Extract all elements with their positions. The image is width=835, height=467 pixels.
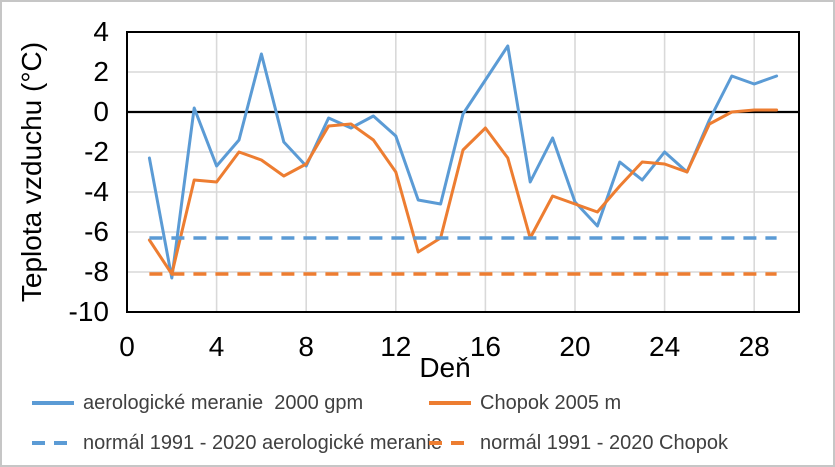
legend-item-aerologicke-meranie: aerologické meranie 2000 gpm	[32, 391, 363, 415]
legend-label: normál 1991 - 2020 Chopok	[480, 431, 728, 454]
y-tick-label: -4	[84, 176, 109, 207]
x-tick-label: 4	[208, 331, 225, 362]
y-tick-label: 2	[93, 56, 109, 87]
x-tick-label: 16	[469, 331, 501, 362]
legend-line-swatch-solid-blue	[32, 401, 74, 405]
legend-label: Chopok 2005 m	[480, 391, 622, 414]
series-line	[147, 108, 779, 276]
y-axis-title: Teplota vzduchu (°C)	[16, 41, 47, 303]
legend-item-chopok: Chopok 2005 m	[429, 391, 621, 415]
x-tick-label: 0	[119, 331, 135, 362]
legend-line-swatch-dashed-blue	[32, 441, 74, 445]
y-tick-label: 0	[93, 96, 109, 127]
legend-line-swatch-solid-orange	[429, 401, 471, 405]
x-tick-label: 24	[649, 331, 681, 362]
y-tick-label: -2	[84, 136, 109, 167]
x-tick-label: 8	[298, 331, 314, 362]
y-tick-label: 4	[93, 16, 109, 47]
x-tick-label: 28	[738, 331, 770, 362]
x-tick-label: 20	[559, 331, 591, 362]
series-line	[147, 44, 779, 280]
legend-line-swatch-dashed-orange	[429, 441, 471, 445]
legend-label: normál 1991 - 2020 aerologické meranie	[83, 431, 443, 454]
legend-item-normal-chopok: normál 1991 - 2020 Chopok	[429, 431, 728, 455]
x-axis-title: Deň	[419, 352, 471, 383]
plot-border	[126, 31, 800, 313]
x-tick-label: 12	[380, 331, 412, 362]
y-tick-label: -8	[84, 256, 109, 287]
legend-item-normal-aerologicke: normál 1991 - 2020 aerologické meranie	[32, 431, 442, 455]
y-tick-label: -6	[84, 216, 109, 247]
y-tick-label: -10	[68, 296, 109, 327]
legend-label: aerologické meranie 2000 gpm	[83, 391, 364, 414]
